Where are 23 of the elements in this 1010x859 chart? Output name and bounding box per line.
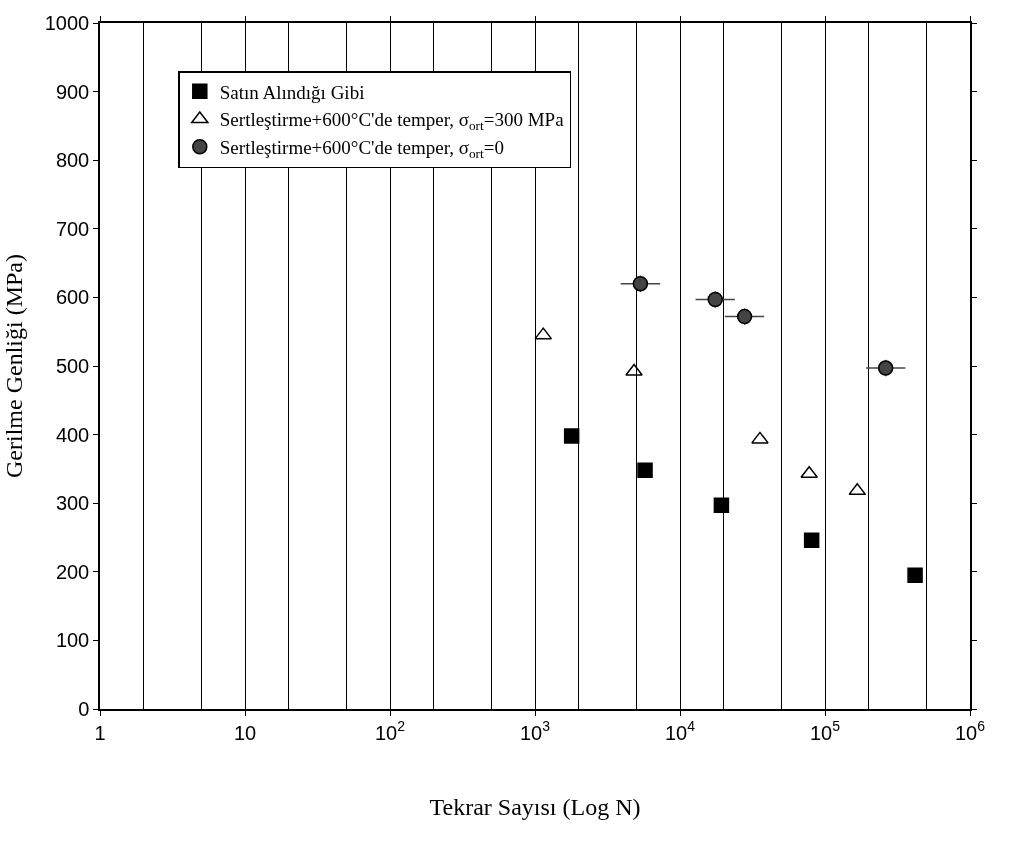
x-tick-label: 10$^{4}$ [664, 718, 696, 744]
y-tick-label: 1000 [44, 12, 90, 34]
x-tick-label: 10 [233, 721, 257, 744]
legend-label: Satın Alındığı Gibi [219, 81, 365, 103]
y-tick-label: 400 [55, 423, 90, 446]
legend-label: Sertleştirme+600°C'de temper, σ$_{ort}$=300 MPa [219, 109, 565, 134]
y-tick-label: 300 [55, 492, 90, 515]
x-tick-label: 10$^{5}$ [809, 718, 841, 744]
y-tick-label: 900 [55, 80, 90, 103]
x-tick-label: 10$^{3}$ [519, 718, 551, 744]
y-tick-label: 800 [55, 149, 90, 172]
x-tick-label: 10$^{6}$ [954, 718, 986, 744]
x-tick-label: 10$^{2}$ [374, 718, 406, 744]
y-tick-label: 600 [55, 286, 90, 309]
y-tick-label: 700 [55, 217, 90, 240]
x-tick-label: 1 [94, 721, 106, 744]
legend-label: Sertleştirme+600°C'de temper, σ$_{ort}$=0 [219, 137, 504, 162]
y-tick-label: 200 [55, 560, 90, 583]
y-tick-label: 0 [78, 698, 90, 720]
x-axis-title: Tekrar Sayısı (Log N) [429, 793, 641, 820]
y-axis-title: Gerilme Genliği (MPa) [1, 254, 28, 478]
y-tick-label: 500 [55, 355, 90, 377]
y-tick-label: 100 [55, 629, 90, 652]
